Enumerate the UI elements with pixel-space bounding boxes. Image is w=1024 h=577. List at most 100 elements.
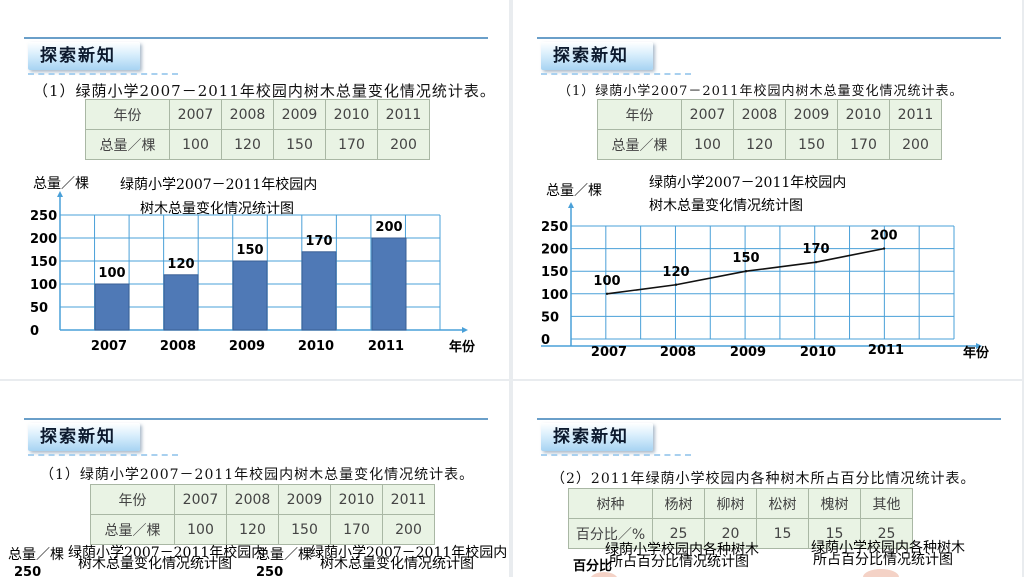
value-cell: 170 [837,129,890,160]
point-value-label: 120 [662,265,689,280]
line-chart: 总量／棵 绿荫小学2007－2011年校园内 树木总量变化情况统计图 250 20… [541,174,990,361]
section-badge: 探索新知 [28,42,140,70]
table-heading: （1）绿荫小学2007－2011年校园内树木总量变化情况统计表。 [40,467,475,483]
pie-left-title-line1: 绿荫小学校园内各种树木 [605,541,759,558]
title-rule [24,418,488,420]
year-cell: 2010 [330,484,383,515]
percent-cell: 25 [652,518,705,549]
y-tick-label: 150 [541,265,568,280]
y-axis-arrow [57,191,63,197]
badge-underline [541,454,691,456]
badge-underline [541,73,691,75]
pie-right-title-line1: 绿荫小学校园内各种树木 [811,539,965,556]
pie-left-title-line2: 所占百分比情况统计图 [609,554,749,570]
y-tick-label: 250 [30,209,57,224]
y-tick-label: 50 [30,301,48,316]
bar [163,274,199,331]
title-rule [537,37,1001,39]
x-tick-label: 2011 [868,343,904,358]
x-axis-label: 年份 [449,339,476,355]
point-value-label: 150 [732,251,759,266]
value-cell: 200 [382,514,435,545]
value-cell: 150 [785,129,838,160]
mini-line-title-line1: 绿荫小学2007－2011年校园内 [310,544,507,561]
chart-title-line2: 树木总量变化情况统计图 [140,201,294,217]
value-cell: 150 [273,129,326,160]
value-cell: 170 [330,514,383,545]
bar-value-label: 170 [305,234,332,249]
row-label-total: 总量／棵 [85,129,170,160]
slide-1-bar-chart[interactable]: 探索新知 （1）绿荫小学2007－2011年校园内树木总量变化情况统计表。 年份… [0,0,509,379]
x-tick-label: 2009 [730,345,766,360]
chart-title-line2: 树木总量变化情况统计图 [649,198,803,214]
tree-total-table: 年份 2007 2008 2009 2010 2011 总量／棵 100 120… [597,99,942,160]
year-cell: 2007 [169,99,222,130]
y-axis-label: 总量／棵 [33,176,89,192]
year-cell: 2009 [273,99,326,130]
table2-heading: （2）2011年绿荫小学校园内各种树木所占百分比情况统计表。 [551,471,976,487]
row-label-year: 年份 [85,99,170,130]
mini-line-ylabel: 总量／棵 [256,547,312,563]
table-row-percents: 百分比／% 25 20 15 15 25 [568,518,913,549]
mini-charts: 总量／棵 绿荫小学2007－2011年校园内 树木总量变化情况统计图 250 总… [8,544,507,577]
table-row-values: 总量／棵 100 120 150 170 200 [90,514,435,545]
table-row-kinds: 树种 杨树 柳树 松树 槐树 其他 [568,488,913,519]
table-row-years: 年份 2007 2008 2009 2010 2011 [90,484,435,515]
kind-cell: 杨树 [652,488,705,519]
value-cell: 200 [889,129,942,160]
y-tick-label: 0 [541,333,550,348]
x-tick-label: 2010 [298,339,334,354]
value-cell: 200 [377,129,430,160]
x-tick-label: 2010 [800,345,836,360]
y-tick-label: 100 [541,288,568,303]
table-row-values: 总量／棵 100 120 150 170 200 [597,129,942,160]
tree-total-table: 年份 2007 2008 2009 2010 2011 总量／棵 100 120… [90,484,435,545]
point-value-label: 200 [870,229,897,244]
mini-line-ytick: 250 [256,565,283,577]
x-axis-label: 年份 [963,345,990,361]
table-heading: （1）绿荫小学2007－2011年校园内树木总量变化情况统计表。 [558,84,964,99]
point-value-label: 170 [802,242,829,257]
percent-cell: 15 [756,518,809,549]
year-cell: 2011 [382,484,435,515]
slide-3-compare-charts[interactable]: 探索新知 （1）绿荫小学2007－2011年校园内树木总量变化情况统计表。 年份… [0,381,509,577]
slide-2-line-chart[interactable]: 探索新知 （1）绿荫小学2007－2011年校园内树木总量变化情况统计表。 年份… [513,0,1022,379]
tree-percent-table: 树种 杨树 柳树 松树 槐树 其他 百分比／% 25 20 15 15 25 [568,488,913,549]
bar-value-label: 120 [167,257,194,272]
bar-value-label: 150 [236,243,263,258]
value-cell: 100 [681,129,734,160]
data-point [882,247,886,250]
year-cell: 2007 [681,99,734,130]
pie-left-ylabel: 百分比 [573,558,612,574]
mini-bar-ytick: 250 [14,565,41,577]
row-label-kind: 树种 [568,488,653,519]
point-value-label: 100 [593,274,620,289]
data-point [814,260,818,264]
row-label-total: 总量／棵 [90,514,175,545]
value-cell: 170 [325,129,378,160]
year-cell: 2008 [226,484,279,515]
data-point [605,292,609,295]
bar-chart: 总量／棵 绿荫小学2007－2011年校园内 树木总量变化情况统计图 250 20… [30,176,476,355]
pie-chart-captions: 绿荫小学校园内各种树木 所占百分比情况统计图 百分比 绿荫小学校园内各种树木 所… [573,539,965,577]
x-tick-label: 2009 [229,339,265,354]
table-row-years: 年份 2007 2008 2009 2010 2011 [85,99,430,130]
value-cell: 120 [226,514,279,545]
year-cell: 2007 [174,484,227,515]
title-rule [24,37,488,39]
pie-left-edge [591,571,617,577]
badge-underline [28,73,178,75]
bar-value-label: 200 [375,220,402,235]
row-label-year: 年份 [597,99,682,130]
table-row-years: 年份 2007 2008 2009 2010 2011 [597,99,942,130]
bar-value-label: 100 [98,266,125,281]
y-tick-label: 100 [30,278,57,293]
percent-cell: 20 [704,518,757,549]
kind-cell: 柳树 [704,488,757,519]
x-tick-label: 2008 [160,339,196,354]
y-tick-label: 150 [30,255,57,270]
section-badge: 探索新知 [541,42,653,70]
section-badge: 探索新知 [28,423,140,451]
value-cell: 100 [174,514,227,545]
slide-4-percent-table[interactable]: 探索新知 （2）2011年绿荫小学校园内各种树木所占百分比情况统计表。 树种 杨… [513,381,1022,577]
